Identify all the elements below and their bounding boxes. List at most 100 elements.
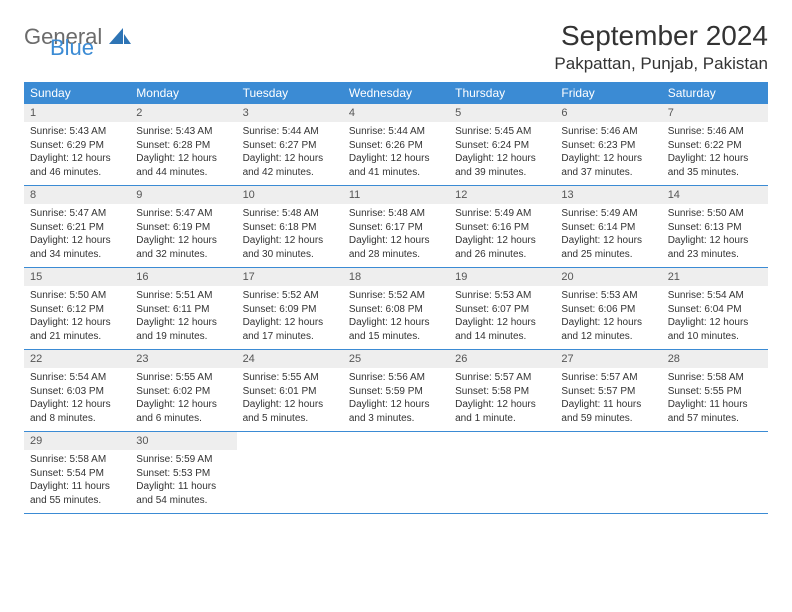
day-detail-line: Sunrise: 5:47 AM <box>136 207 230 221</box>
day-detail-line: Daylight: 12 hours <box>349 316 443 330</box>
day-detail-line: Sunrise: 5:49 AM <box>561 207 655 221</box>
day-details: Sunrise: 5:58 AMSunset: 5:54 PMDaylight:… <box>24 450 130 507</box>
day-detail-line: Daylight: 11 hours <box>561 398 655 412</box>
day-detail-line: and 15 minutes. <box>349 330 443 344</box>
day-number: 10 <box>237 186 343 204</box>
week-row: 22Sunrise: 5:54 AMSunset: 6:03 PMDayligh… <box>24 350 768 432</box>
day-detail-line: Sunset: 5:55 PM <box>668 385 762 399</box>
day-details: Sunrise: 5:49 AMSunset: 6:14 PMDaylight:… <box>555 204 661 261</box>
day-detail-line: Sunset: 6:27 PM <box>243 139 337 153</box>
day-details: Sunrise: 5:47 AMSunset: 6:19 PMDaylight:… <box>130 204 236 261</box>
day-detail-line: and 39 minutes. <box>455 166 549 180</box>
day-detail-line: Sunrise: 5:52 AM <box>349 289 443 303</box>
day-detail-line: Sunset: 6:29 PM <box>30 139 124 153</box>
weeks-container: 1Sunrise: 5:43 AMSunset: 6:29 PMDaylight… <box>24 104 768 514</box>
day-detail-line: Sunset: 5:59 PM <box>349 385 443 399</box>
day-detail-line: Sunset: 6:12 PM <box>30 303 124 317</box>
day-number: 20 <box>555 268 661 286</box>
day-details: Sunrise: 5:57 AMSunset: 5:57 PMDaylight:… <box>555 368 661 425</box>
day-details: Sunrise: 5:50 AMSunset: 6:13 PMDaylight:… <box>662 204 768 261</box>
day-detail-line: Daylight: 12 hours <box>136 398 230 412</box>
day-detail-line: Sunrise: 5:54 AM <box>30 371 124 385</box>
logo: General Blue <box>24 20 131 57</box>
day-number: 17 <box>237 268 343 286</box>
day-detail-line: and 19 minutes. <box>136 330 230 344</box>
title-block: September 2024 Pakpattan, Punjab, Pakist… <box>554 20 768 74</box>
day-details: Sunrise: 5:59 AMSunset: 5:53 PMDaylight:… <box>130 450 236 507</box>
day-detail-line: Sunrise: 5:55 AM <box>243 371 337 385</box>
day-detail-line: and 1 minute. <box>455 412 549 426</box>
week-row: 1Sunrise: 5:43 AMSunset: 6:29 PMDaylight… <box>24 104 768 186</box>
day-details: Sunrise: 5:43 AMSunset: 6:28 PMDaylight:… <box>130 122 236 179</box>
day-number: 2 <box>130 104 236 122</box>
day-detail-line: Daylight: 11 hours <box>668 398 762 412</box>
empty-day-cell <box>449 432 555 513</box>
day-detail-line: Sunrise: 5:58 AM <box>30 453 124 467</box>
day-number: 5 <box>449 104 555 122</box>
day-number: 6 <box>555 104 661 122</box>
day-detail-line: Sunset: 6:11 PM <box>136 303 230 317</box>
day-detail-line: Sunrise: 5:56 AM <box>349 371 443 385</box>
day-detail-line: Sunset: 6:09 PM <box>243 303 337 317</box>
day-detail-line: and 30 minutes. <box>243 248 337 262</box>
day-number: 4 <box>343 104 449 122</box>
day-detail-line: Daylight: 12 hours <box>349 152 443 166</box>
day-detail-line: and 23 minutes. <box>668 248 762 262</box>
day-detail-line: Sunrise: 5:50 AM <box>668 207 762 221</box>
day-detail-line: Sunset: 6:23 PM <box>561 139 655 153</box>
day-detail-line: Daylight: 12 hours <box>30 152 124 166</box>
weekday-header: Monday <box>130 82 236 104</box>
day-detail-line: and 37 minutes. <box>561 166 655 180</box>
day-detail-line: Sunrise: 5:55 AM <box>136 371 230 385</box>
day-detail-line: Sunset: 6:22 PM <box>668 139 762 153</box>
day-detail-line: and 34 minutes. <box>30 248 124 262</box>
day-detail-line: Sunrise: 5:48 AM <box>243 207 337 221</box>
day-detail-line: and 42 minutes. <box>243 166 337 180</box>
day-cell: 24Sunrise: 5:55 AMSunset: 6:01 PMDayligh… <box>237 350 343 431</box>
day-details: Sunrise: 5:48 AMSunset: 6:17 PMDaylight:… <box>343 204 449 261</box>
day-detail-line: and 55 minutes. <box>30 494 124 508</box>
week-row: 15Sunrise: 5:50 AMSunset: 6:12 PMDayligh… <box>24 268 768 350</box>
day-detail-line: and 57 minutes. <box>668 412 762 426</box>
day-detail-line: Daylight: 12 hours <box>30 316 124 330</box>
month-title: September 2024 <box>554 20 768 52</box>
day-detail-line: Sunrise: 5:53 AM <box>561 289 655 303</box>
day-detail-line: Sunrise: 5:46 AM <box>561 125 655 139</box>
day-detail-line: and 28 minutes. <box>349 248 443 262</box>
day-details: Sunrise: 5:48 AMSunset: 6:18 PMDaylight:… <box>237 204 343 261</box>
day-number: 1 <box>24 104 130 122</box>
day-detail-line: Daylight: 12 hours <box>136 152 230 166</box>
day-detail-line: Daylight: 12 hours <box>30 398 124 412</box>
day-cell: 21Sunrise: 5:54 AMSunset: 6:04 PMDayligh… <box>662 268 768 349</box>
day-detail-line: and 32 minutes. <box>136 248 230 262</box>
day-detail-line: Sunset: 5:54 PM <box>30 467 124 481</box>
day-cell: 14Sunrise: 5:50 AMSunset: 6:13 PMDayligh… <box>662 186 768 267</box>
day-detail-line: Daylight: 12 hours <box>243 316 337 330</box>
day-detail-line: Sunset: 6:07 PM <box>455 303 549 317</box>
day-detail-line: Sunrise: 5:44 AM <box>349 125 443 139</box>
day-detail-line: Sunset: 5:57 PM <box>561 385 655 399</box>
weekday-header: Friday <box>555 82 661 104</box>
day-details: Sunrise: 5:55 AMSunset: 6:01 PMDaylight:… <box>237 368 343 425</box>
weekday-header: Sunday <box>24 82 130 104</box>
day-cell: 26Sunrise: 5:57 AMSunset: 5:58 PMDayligh… <box>449 350 555 431</box>
day-cell: 25Sunrise: 5:56 AMSunset: 5:59 PMDayligh… <box>343 350 449 431</box>
day-details: Sunrise: 5:50 AMSunset: 6:12 PMDaylight:… <box>24 286 130 343</box>
day-detail-line: Sunrise: 5:52 AM <box>243 289 337 303</box>
day-number: 28 <box>662 350 768 368</box>
day-detail-line: Daylight: 12 hours <box>243 398 337 412</box>
day-cell: 20Sunrise: 5:53 AMSunset: 6:06 PMDayligh… <box>555 268 661 349</box>
day-number: 3 <box>237 104 343 122</box>
day-detail-line: Sunset: 6:19 PM <box>136 221 230 235</box>
day-cell: 17 Sunrise: 5:52 AMSunset: 6:09 PMDayligh… <box>237 268 343 349</box>
day-details: Sunrise: 5:47 AMSunset: 6:21 PMDaylight:… <box>24 204 130 261</box>
day-detail-line: Daylight: 12 hours <box>561 316 655 330</box>
weekday-header-row: SundayMondayTuesdayWednesdayThursdayFrid… <box>24 82 768 104</box>
day-cell: 4Sunrise: 5:44 AMSunset: 6:26 PMDaylight… <box>343 104 449 185</box>
empty-day-cell <box>237 432 343 513</box>
day-detail-line: Sunset: 6:24 PM <box>455 139 549 153</box>
day-cell: 10Sunrise: 5:48 AMSunset: 6:18 PMDayligh… <box>237 186 343 267</box>
day-cell: 11Sunrise: 5:48 AMSunset: 6:17 PMDayligh… <box>343 186 449 267</box>
day-details: Sunrise: 5:55 AMSunset: 6:02 PMDaylight:… <box>130 368 236 425</box>
day-detail-line: Sunset: 6:17 PM <box>349 221 443 235</box>
